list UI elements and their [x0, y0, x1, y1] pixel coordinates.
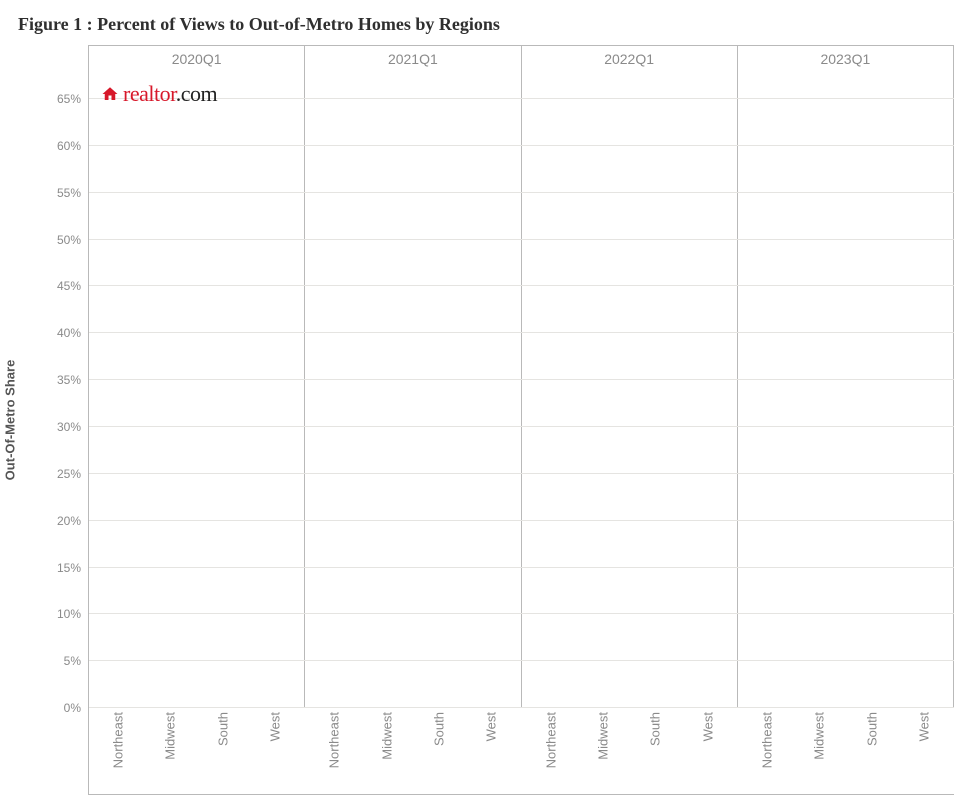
figure-title: Figure 1 : Percent of Views to Out-of-Me…: [18, 14, 954, 35]
x-tick-label: Northeast: [543, 712, 558, 768]
gridline: [89, 520, 954, 521]
x-label-slot: Midwest: [796, 708, 842, 794]
panel-header: 2022Q1: [522, 45, 738, 71]
panel-header: 2020Q1: [89, 45, 305, 71]
x-tick-label: Midwest: [595, 712, 610, 760]
x-label-slot: Northeast: [528, 708, 574, 794]
gridline: [89, 98, 954, 99]
x-label-slot: West: [252, 708, 298, 794]
gridline: [89, 145, 954, 146]
y-tick-label: 20%: [23, 514, 81, 528]
x-tick-label: Northeast: [759, 712, 774, 768]
x-label-slot: South: [848, 708, 894, 794]
x-tick-label: Midwest: [163, 712, 178, 760]
gridline: [89, 379, 954, 380]
x-tick-label: West: [700, 712, 715, 741]
x-label-slot: Midwest: [364, 708, 410, 794]
panel-header: 2023Q1: [738, 45, 954, 71]
figure-page: Figure 1 : Percent of Views to Out-of-Me…: [0, 0, 970, 803]
x-panel: Northeast Midwest South West: [522, 708, 738, 794]
brand-logo: realtor.com: [101, 81, 217, 107]
x-tick-label: Northeast: [111, 712, 126, 768]
x-panel: Northeast Midwest South West: [738, 708, 954, 794]
x-label-slot: South: [632, 708, 678, 794]
x-tick-label: Northeast: [327, 712, 342, 768]
panel-header: 2021Q1: [305, 45, 521, 71]
gridline: [89, 426, 954, 427]
y-tick-label: 60%: [23, 139, 81, 153]
y-tick-label: 40%: [23, 326, 81, 340]
chart: Out-Of-Metro Share realtor.com 2020Q1 20…: [16, 45, 954, 795]
y-tick-label: 15%: [23, 561, 81, 575]
y-tick-label: 10%: [23, 607, 81, 621]
x-label-slot: West: [468, 708, 514, 794]
x-label-slot: Northeast: [95, 708, 141, 794]
x-tick-label: West: [268, 712, 283, 741]
gridline: [89, 613, 954, 614]
x-tick-label: South: [864, 712, 879, 746]
grid-area: 0%5%10%15%20%25%30%35%40%45%50%55%60%65%: [89, 71, 954, 708]
gridline: [89, 192, 954, 193]
y-tick-label: 65%: [23, 92, 81, 106]
y-tick-label: 55%: [23, 186, 81, 200]
x-tick-label: West: [484, 712, 499, 741]
y-tick-label: 35%: [23, 373, 81, 387]
x-label-slot: South: [200, 708, 246, 794]
house-icon: [101, 85, 119, 103]
plot-area: realtor.com 2020Q1 2021Q1 2022Q1 2023Q1 …: [88, 45, 954, 795]
x-tick-label: South: [432, 712, 447, 746]
x-tick-label: South: [648, 712, 663, 746]
x-label-slot: Northeast: [311, 708, 357, 794]
x-tick-label: West: [916, 712, 931, 741]
gridline: [89, 239, 954, 240]
y-axis-label: Out-Of-Metro Share: [3, 360, 18, 481]
x-panel: Northeast Midwest South West: [305, 708, 521, 794]
x-panel: Northeast Midwest South West: [89, 708, 305, 794]
y-tick-label: 25%: [23, 467, 81, 481]
panel-headers: 2020Q1 2021Q1 2022Q1 2023Q1: [89, 45, 954, 71]
x-tick-label: Midwest: [812, 712, 827, 760]
x-axis-area: Northeast Midwest South West Northeast Midwes…: [89, 708, 954, 794]
x-label-slot: Midwest: [580, 708, 626, 794]
gridline: [89, 660, 954, 661]
gridline: [89, 332, 954, 333]
x-tick-label: South: [215, 712, 230, 746]
y-tick-label: 30%: [23, 420, 81, 434]
x-label-slot: West: [684, 708, 730, 794]
gridline: [89, 473, 954, 474]
gridline: [89, 567, 954, 568]
brand-text: realtor.com: [123, 81, 217, 107]
y-tick-label: 5%: [23, 654, 81, 668]
y-tick-label: 45%: [23, 279, 81, 293]
brand-text-suffix: .com: [176, 81, 217, 106]
y-tick-label: 0%: [23, 701, 81, 715]
y-tick-label: 50%: [23, 233, 81, 247]
brand-text-prefix: realtor: [123, 81, 176, 106]
x-label-slot: Northeast: [744, 708, 790, 794]
x-label-slot: South: [416, 708, 462, 794]
x-label-slot: Midwest: [147, 708, 193, 794]
x-label-slot: West: [901, 708, 947, 794]
gridline: [89, 285, 954, 286]
x-tick-label: Midwest: [379, 712, 394, 760]
